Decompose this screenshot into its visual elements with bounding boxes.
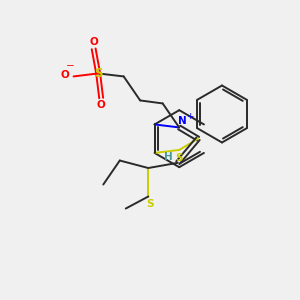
Text: S: S — [94, 67, 102, 80]
Text: O: O — [61, 70, 70, 80]
Text: −: − — [66, 61, 74, 71]
Text: N: N — [178, 116, 187, 126]
Text: S: S — [176, 153, 183, 163]
Text: O: O — [89, 37, 98, 47]
Text: O: O — [97, 100, 106, 110]
Text: S: S — [146, 199, 154, 209]
Text: H: H — [164, 152, 173, 162]
Text: +: + — [186, 112, 194, 121]
